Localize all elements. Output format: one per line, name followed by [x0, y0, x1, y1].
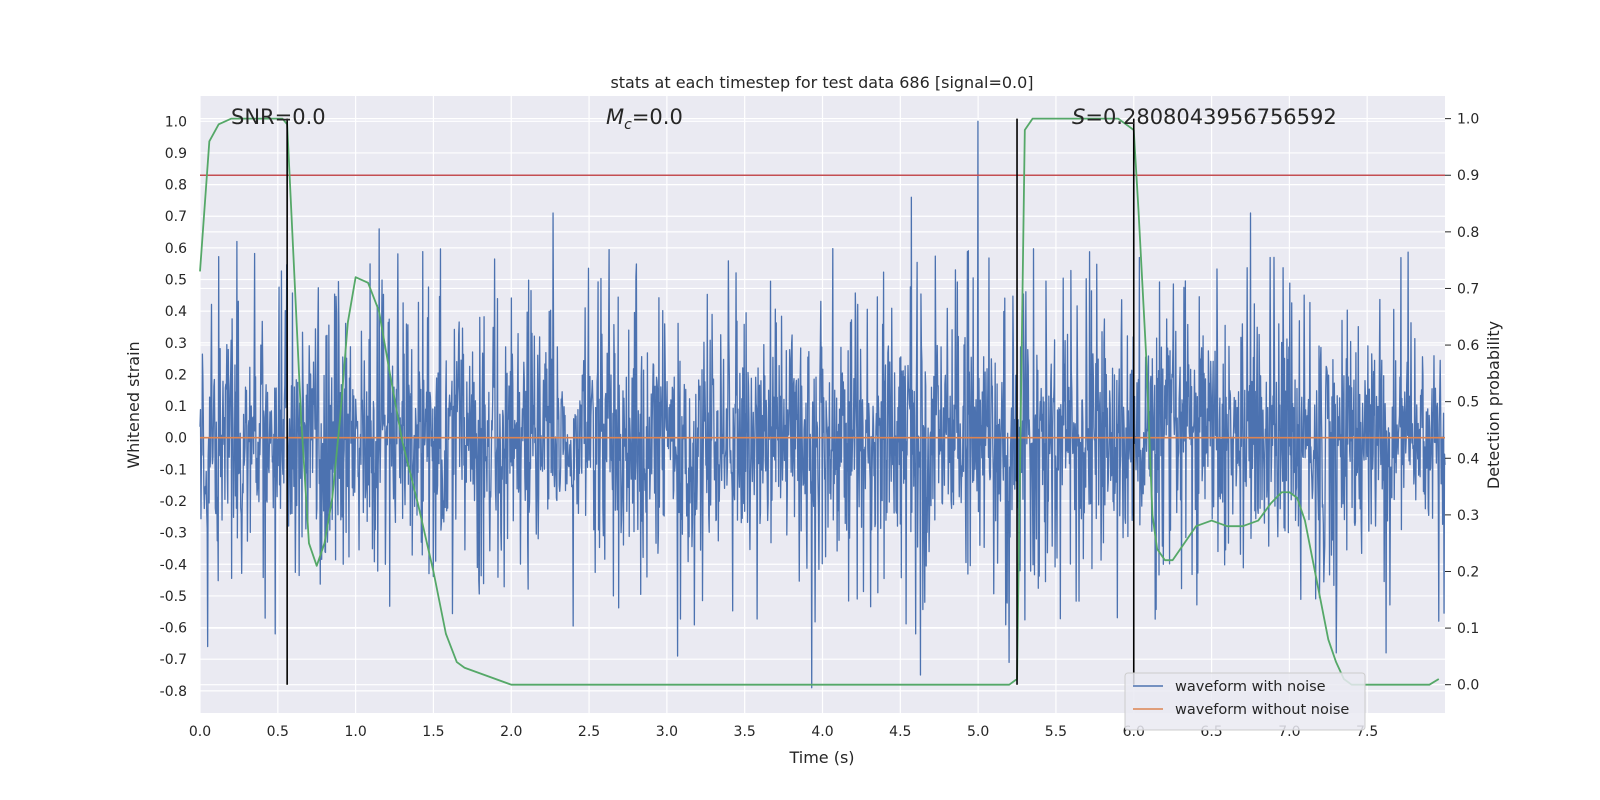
left-y-tick-label: 0.8 [165, 178, 187, 194]
right-y-tick-label: 0.6 [1457, 338, 1479, 354]
vertical-markers [286, 118, 1135, 685]
left-y-tick-label: 0.1 [165, 399, 187, 415]
left-y-tick-label: -0.5 [160, 589, 187, 605]
left-y-tick-label: 0.7 [165, 209, 187, 225]
x-tick-label: 4.5 [889, 724, 911, 740]
right-y-tick-label: 0.3 [1457, 508, 1479, 524]
x-tick-label: 1.5 [422, 724, 444, 740]
x-tick-labels: 0.0 0.5 1.0 1.5 2.0 2.5 3.0 3.5 4.0 4.5 5.0 5.5 6.0 6… [189, 724, 1378, 740]
x-tick-label: 0.5 [267, 724, 289, 740]
left-y-tick-label: -0.7 [160, 652, 187, 668]
series-waveform-with-noise [199, 120, 1446, 689]
left-y-tick-labels: -0.8 -0.7 -0.6 -0.5 -0.4 -0.3 -0.2 -0.1 0.0 0.1 0.… [160, 114, 187, 700]
x-tick-label: 5.0 [967, 724, 989, 740]
legend: waveform with noise waveform without noi… [1124, 672, 1366, 731]
left-y-axis-label: Whitened strain [124, 341, 143, 468]
mc-annotation: Mc=0.0 [606, 105, 683, 133]
left-y-tick-label: 0.5 [165, 273, 187, 289]
right-y-tick-labels: 0.0 0.1 0.2 0.3 0.4 0.5 0.6 0.7 0.8 0.9 1.0 [1445, 112, 1479, 694]
right-y-tick-label: 0.8 [1457, 225, 1479, 241]
snr-annotation: SNR=0.0 [231, 105, 326, 129]
mc-value: =0.0 [632, 105, 683, 129]
x-tick-label: 2.0 [500, 724, 522, 740]
x-tick-label: 4.0 [811, 724, 833, 740]
left-y-tick-label: -0.2 [160, 494, 187, 510]
snr-value: 0.0 [292, 105, 325, 129]
legend-box [1124, 672, 1366, 731]
x-tick-label: 3.5 [734, 724, 756, 740]
mc-symbol: M [606, 105, 624, 129]
s-annotation: S=0.2808043956756592 [1072, 105, 1337, 129]
right-y-axis-label: Detection probability [1484, 321, 1503, 489]
legend-label-clean: waveform without noise [1175, 702, 1349, 718]
right-y-tick-label: 0.4 [1457, 451, 1479, 467]
x-tick-label: 3.0 [656, 724, 678, 740]
right-y-tick-label: 0.1 [1457, 621, 1479, 637]
left-y-tick-label: 0.9 [165, 146, 187, 162]
x-tick-label: 0.0 [189, 724, 211, 740]
left-y-tick-label: 0.4 [165, 304, 187, 320]
right-y-tick-label: 0.9 [1457, 168, 1479, 184]
x-tick-label: 1.0 [344, 724, 366, 740]
x-tick-label: 5.5 [1045, 724, 1067, 740]
left-y-tick-label: 1.0 [165, 114, 187, 130]
left-y-tick-label: -0.6 [160, 621, 187, 637]
left-y-tick-label: 0.0 [165, 431, 187, 447]
series-detection-probability [199, 117, 1440, 686]
chart-title: stats at each timestep for test data 686… [610, 73, 1033, 92]
left-y-tick-label: 0.6 [165, 241, 187, 257]
x-tick-label: 2.5 [578, 724, 600, 740]
right-y-tick-label: 0.2 [1457, 564, 1479, 580]
left-y-tick-label: -0.1 [160, 462, 187, 478]
x-axis-label: Time (s) [788, 748, 854, 767]
snr-prefix: SNR= [231, 105, 292, 129]
right-y-tick-label: 0.7 [1457, 281, 1479, 297]
left-y-tick-label: 0.3 [165, 336, 187, 352]
left-y-tick-label: -0.4 [160, 557, 187, 573]
left-y-tick-label: -0.3 [160, 526, 187, 542]
right-y-tick-label: 1.0 [1457, 112, 1479, 128]
right-y-tick-label: 0.0 [1457, 678, 1479, 694]
noise-waveform-line [199, 120, 1446, 689]
s-value: =0.2808043956756592 [1085, 105, 1336, 129]
left-y-tick-label: 0.2 [165, 367, 187, 383]
right-y-tick-label: 0.5 [1457, 395, 1479, 411]
mc-subscript: c [624, 117, 632, 133]
probability-line [199, 117, 1440, 686]
legend-label-noise: waveform with noise [1175, 679, 1326, 695]
s-symbol: S [1072, 105, 1085, 129]
left-y-tick-label: -0.8 [160, 684, 187, 700]
